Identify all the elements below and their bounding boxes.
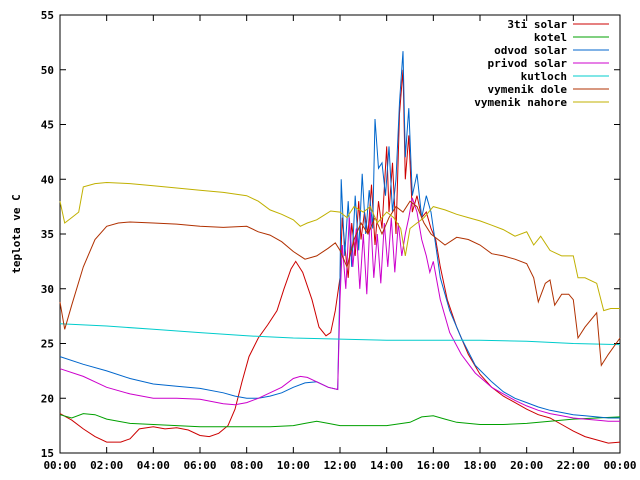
x-tick-label: 02:00 <box>90 459 123 472</box>
legend-label: 3ti solar <box>507 18 567 31</box>
legend-label: privod solar <box>488 57 568 70</box>
series-layer <box>59 51 621 444</box>
axis-ticks: 15 20 25 30 35 40 45 50 55 00:00 02:00 04:00 06:00 08… <box>41 9 637 472</box>
y-tick-label: 55 <box>41 9 54 22</box>
x-tick-label: 06:00 <box>183 459 216 472</box>
legend-label: kutloch <box>521 70 567 83</box>
x-tick-label: 08:00 <box>230 459 263 472</box>
series-line-3 <box>59 197 620 422</box>
y-tick-label: 30 <box>41 283 54 296</box>
legend-label: vymenik nahore <box>474 96 567 109</box>
series-line-4 <box>59 323 621 346</box>
y-tick-label: 45 <box>41 119 54 132</box>
y-tick-label: 20 <box>41 392 54 405</box>
x-tick-label: 16:00 <box>417 459 450 472</box>
series-line-5 <box>59 200 621 367</box>
x-tick-label: 14:00 <box>370 459 403 472</box>
legend-label: odvod solar <box>494 44 567 57</box>
series-line-1 <box>59 413 621 428</box>
x-tick-label: 00:00 <box>43 459 76 472</box>
y-tick-label: 25 <box>41 338 54 351</box>
y-tick-label: 15 <box>41 447 54 460</box>
y-tick-label: 50 <box>41 64 54 77</box>
x-tick-label: 10:00 <box>277 459 310 472</box>
y-tick-label: 40 <box>41 173 54 186</box>
x-tick-label: 12:00 <box>323 459 356 472</box>
x-tick-label: 22:00 <box>557 459 590 472</box>
series-line-6 <box>59 181 620 312</box>
legend-label: kotel <box>534 31 567 44</box>
y-tick-label: 35 <box>41 228 54 241</box>
x-tick-label: 20:00 <box>510 459 543 472</box>
x-tick-label: 04:00 <box>137 459 170 472</box>
y-axis-label: teplota ve C <box>10 194 23 273</box>
x-tick-label: 00:00 <box>603 459 636 472</box>
x-tick-label: 18:00 <box>463 459 496 472</box>
legend-label: vymenik dole <box>488 83 568 96</box>
